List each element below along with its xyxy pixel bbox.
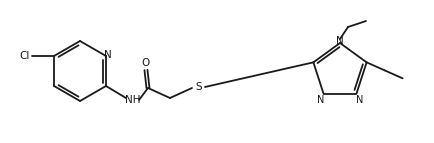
Text: Cl: Cl xyxy=(20,51,30,61)
Text: N: N xyxy=(104,50,112,60)
Text: N: N xyxy=(355,95,362,105)
Text: O: O xyxy=(141,58,150,68)
Text: NH: NH xyxy=(125,95,141,105)
Text: N: N xyxy=(335,36,343,46)
Text: S: S xyxy=(195,82,202,92)
Text: N: N xyxy=(316,95,323,105)
